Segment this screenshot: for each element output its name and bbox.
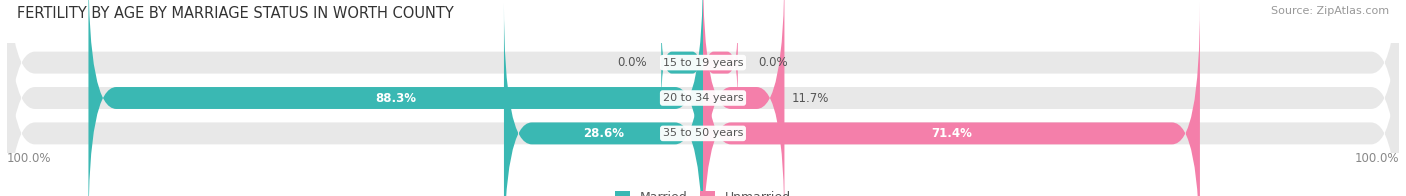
FancyBboxPatch shape xyxy=(7,3,1399,196)
FancyBboxPatch shape xyxy=(7,0,1399,196)
Text: 15 to 19 years: 15 to 19 years xyxy=(662,58,744,68)
Text: 11.7%: 11.7% xyxy=(792,92,828,104)
FancyBboxPatch shape xyxy=(89,0,703,196)
FancyBboxPatch shape xyxy=(703,3,1199,196)
FancyBboxPatch shape xyxy=(703,0,785,196)
FancyBboxPatch shape xyxy=(703,20,738,105)
FancyBboxPatch shape xyxy=(661,20,703,105)
Legend: Married, Unmarried: Married, Unmarried xyxy=(614,191,792,196)
Text: Source: ZipAtlas.com: Source: ZipAtlas.com xyxy=(1271,6,1389,16)
Text: 0.0%: 0.0% xyxy=(759,56,789,69)
Text: 35 to 50 years: 35 to 50 years xyxy=(662,128,744,138)
Text: 20 to 34 years: 20 to 34 years xyxy=(662,93,744,103)
Text: 28.6%: 28.6% xyxy=(583,127,624,140)
Text: 88.3%: 88.3% xyxy=(375,92,416,104)
Text: FERTILITY BY AGE BY MARRIAGE STATUS IN WORTH COUNTY: FERTILITY BY AGE BY MARRIAGE STATUS IN W… xyxy=(17,6,454,21)
Text: 0.0%: 0.0% xyxy=(617,56,647,69)
FancyBboxPatch shape xyxy=(7,0,1399,193)
Text: 71.4%: 71.4% xyxy=(931,127,972,140)
Text: 100.0%: 100.0% xyxy=(1354,152,1399,165)
FancyBboxPatch shape xyxy=(503,3,703,196)
Text: 100.0%: 100.0% xyxy=(7,152,52,165)
